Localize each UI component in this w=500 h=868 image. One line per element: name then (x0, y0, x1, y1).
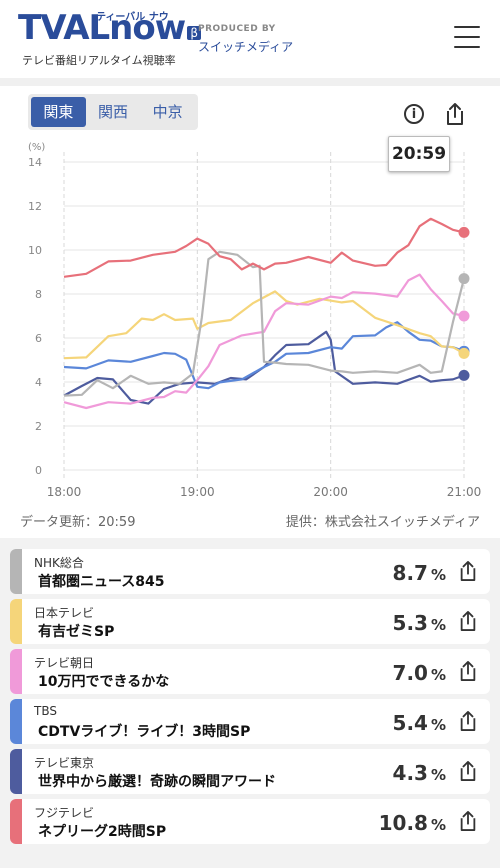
info-icon[interactable]: i (404, 104, 424, 124)
logo-beta-badge: β (187, 26, 202, 40)
program-title: 有吉ゼミSP (38, 624, 115, 640)
channel-color-stripe (10, 649, 22, 694)
series-line (63, 321, 465, 390)
share-icon[interactable] (458, 810, 478, 836)
channel-card[interactable]: テレビ朝日 10万円でできるかな 7.0% (10, 649, 490, 694)
series-line (63, 250, 466, 397)
program-title: 世界中から厳選！奇跡の瞬間アワード (38, 774, 276, 790)
producer-link[interactable]: スイッチメディア (198, 40, 294, 54)
channel-color-stripe (10, 599, 22, 644)
data-updated-text: データ更新：20:59 (20, 515, 136, 530)
ratings-line-chart: 0 2 4 6 8 10 12 14 (%) 18:00 19:00 20:00 21:00 (28, 142, 482, 499)
y-tick-label: 0 (35, 464, 42, 477)
share-icon[interactable] (458, 660, 478, 686)
program-title: 首都圏ニュース845 (38, 574, 165, 590)
channel-color-stripe (10, 699, 22, 744)
x-tick-label: 20:00 (313, 485, 348, 499)
current-time-tooltip: 20:59 (388, 136, 450, 172)
program-title: 10万円でできるかな (38, 674, 170, 690)
y-tick-label: 12 (28, 200, 42, 213)
channel-color-stripe (10, 799, 22, 844)
rating-value: 8.7% (392, 561, 446, 585)
x-tick-label: 18:00 (47, 485, 82, 499)
produced-by-label: PRODUCED BY (198, 24, 276, 34)
series-endpoint (458, 226, 470, 238)
series-endpoint (458, 310, 470, 322)
tab-kanto[interactable]: 関東 (31, 97, 86, 127)
channel-name: 日本テレビ (34, 606, 95, 620)
y-axis-unit: (%) (28, 142, 45, 153)
series-line (63, 290, 465, 360)
rating-value: 4.3% (392, 761, 446, 785)
header-divider (0, 78, 500, 86)
channel-card[interactable]: NHK総合首都圏ニュース845 8.7% (10, 549, 490, 594)
channel-name: TBS (34, 704, 57, 718)
y-tick-label: 10 (28, 244, 42, 257)
channel-color-stripe (10, 749, 22, 794)
share-icon[interactable] (458, 760, 478, 786)
y-tick-label: 4 (35, 376, 42, 389)
channel-name: フジテレビ (34, 806, 95, 820)
series-endpoint (458, 273, 470, 285)
y-tick-label: 14 (28, 156, 42, 169)
channel-card[interactable]: テレビ東京世界中から厳選！奇跡の瞬間アワード 4.3% (10, 749, 490, 794)
share-icon[interactable] (458, 560, 478, 586)
tab-kansai[interactable]: 関西 (98, 103, 129, 121)
logo-text: TVALnow (18, 8, 186, 48)
logo-subtitle: テレビ番組リアルタイム視聴率 (22, 54, 176, 67)
provider-text: 提供：株式会社スイッチメディア (285, 515, 480, 530)
channel-name: NHK総合 (34, 556, 84, 570)
y-tick-label: 2 (35, 420, 42, 433)
app-header: ティーバル ナウ TVALnow β テレビ番組リアルタイム視聴率 PRODUCE… (0, 0, 500, 78)
channel-card[interactable]: フジテレビネプリーグ2時間SP 10.8% (10, 799, 490, 844)
rating-value: 10.8% (378, 811, 446, 835)
x-tick-label: 21:00 (447, 485, 482, 499)
series-endpoint (458, 369, 470, 381)
share-icon[interactable] (444, 102, 466, 130)
rating-value: 7.0% (392, 661, 446, 685)
rating-value: 5.3% (392, 611, 446, 635)
channel-card[interactable]: 日本テレビ有吉ゼミSP 5.3% (10, 599, 490, 644)
channel-name: テレビ東京 (34, 756, 95, 770)
series-endpoint (458, 347, 470, 359)
logo[interactable]: ティーバル ナウ TVALnow β テレビ番組リアルタイム視聴率 (18, 8, 202, 67)
x-tick-label: 19:00 (180, 485, 215, 499)
program-title: CDTVライブ！ライブ！3時間SP (38, 724, 251, 740)
region-tabs: 関東 関西 中京 (28, 94, 198, 130)
logo-kana: ティーバル ナウ (96, 12, 169, 23)
series-line (63, 273, 465, 410)
share-icon[interactable] (458, 610, 478, 636)
tab-chukyo[interactable]: 中京 (152, 103, 183, 121)
program-title: ネプリーグ2時間SP (38, 824, 167, 840)
channel-name: テレビ朝日 (34, 656, 95, 670)
hamburger-menu-icon[interactable] (454, 26, 480, 48)
y-tick-label: 6 (35, 332, 42, 345)
rating-value: 5.4% (392, 711, 446, 735)
channel-card[interactable]: TBS CDTVライブ！ライブ！3時間SP 5.4% (10, 699, 490, 744)
y-tick-label: 8 (35, 288, 42, 301)
share-icon[interactable] (458, 710, 478, 736)
series-line (63, 217, 465, 278)
channel-color-stripe (10, 549, 22, 594)
